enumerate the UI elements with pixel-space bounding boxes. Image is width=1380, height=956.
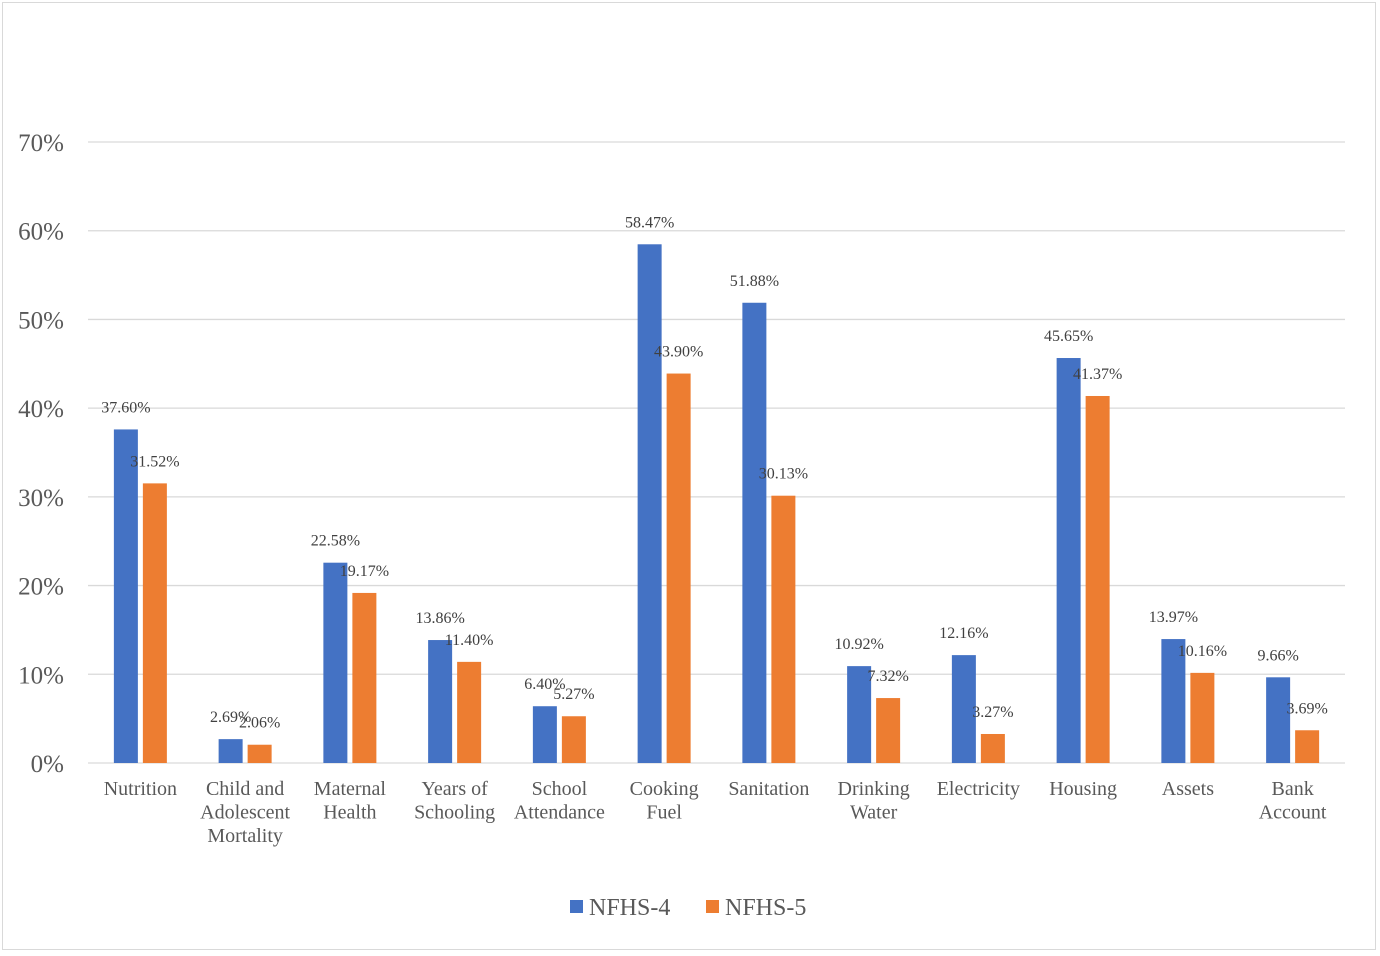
bar-nfhs-5 <box>666 373 691 763</box>
bar-nfhs-4 <box>847 666 872 763</box>
data-label: 31.52% <box>130 453 179 470</box>
x-category-label: Bank Account <box>1259 778 1327 824</box>
x-category-label: Child and Adolescent Mortality <box>200 778 290 847</box>
data-label: 7.32% <box>867 668 908 685</box>
data-label: 37.60% <box>101 399 150 416</box>
bar-nfhs-4 <box>951 655 976 763</box>
data-labels: 37.60% 2.69% 22.58% 13.86% 6.40% 58.47% 51.88%… <box>101 214 1328 731</box>
x-category-label: Sanitation <box>728 778 809 800</box>
x-category-label: Maternal Health <box>314 778 387 824</box>
data-label: 58.47% <box>625 214 674 231</box>
y-tick-label: 20% <box>18 574 64 601</box>
data-label: 10.16% <box>1178 643 1227 660</box>
y-tick-label: 50% <box>18 307 64 334</box>
legend-label: NFHS-4 <box>589 895 670 921</box>
x-category-label: Drinking Water <box>838 778 910 824</box>
data-label: 22.58% <box>311 533 360 550</box>
data-label: 10.92% <box>834 636 883 653</box>
x-axis-category-labels: Nutrition Child and Adolescent Mortality Mat… <box>104 778 1327 847</box>
bar-nfhs-5 <box>247 744 272 763</box>
y-tick-label: 10% <box>18 662 64 689</box>
bar-nfhs-4 <box>532 706 557 763</box>
bar-nfhs-5 <box>876 698 901 763</box>
bar-nfhs-4 <box>1161 639 1186 763</box>
bar-nfhs-5 <box>142 483 167 763</box>
bars <box>113 244 1320 763</box>
bar-nfhs-5 <box>1295 730 1320 763</box>
legend-swatch <box>570 900 583 913</box>
gridlines <box>88 141 1345 764</box>
x-category-label: Electricity <box>937 778 1020 800</box>
data-label: 45.65% <box>1044 328 1093 345</box>
data-label: 3.69% <box>1286 700 1327 717</box>
data-label: 12.16% <box>939 625 988 642</box>
data-label: 41.37% <box>1073 366 1122 383</box>
x-category-label: Years of Schooling <box>414 778 495 824</box>
bar-nfhs-5 <box>980 733 1005 763</box>
bar-nfhs-5 <box>771 495 796 763</box>
data-label: 19.17% <box>340 563 389 580</box>
y-axis-tick-labels: 0% 10% 20% 30% 40% 50% 60% 70% <box>18 130 64 778</box>
bar-nfhs-4 <box>1056 358 1081 763</box>
y-tick-label: 0% <box>31 751 64 778</box>
bar-nfhs-4 <box>218 739 243 763</box>
x-category-label: School Attendance <box>514 778 605 824</box>
bar-nfhs-4 <box>1266 677 1291 763</box>
y-tick-label: 40% <box>18 396 64 423</box>
y-tick-label: 70% <box>18 130 64 157</box>
bar-nfhs-5 <box>1085 395 1110 763</box>
bar-nfhs-4 <box>323 562 348 763</box>
data-label: 5.27% <box>553 686 594 703</box>
legend-item-nfhs-4: NFHS-4 <box>570 895 670 921</box>
bar-nfhs-4 <box>113 429 138 763</box>
bar-nfhs-5 <box>352 592 377 763</box>
bar-nfhs-4 <box>428 640 453 763</box>
data-label: 43.90% <box>654 344 703 361</box>
bar-nfhs-5 <box>457 661 482 763</box>
data-label: 11.40% <box>445 632 494 649</box>
bar-nfhs-4 <box>742 302 767 763</box>
x-category-label: Cooking Fuel <box>630 778 699 824</box>
data-label: 30.13% <box>759 466 808 483</box>
data-label: 6.40% <box>524 676 565 693</box>
data-label: 13.86% <box>415 610 464 627</box>
legend-label: NFHS-5 <box>725 895 806 921</box>
legend-swatch <box>706 900 719 913</box>
x-category-label: Assets <box>1162 778 1214 800</box>
bar-nfhs-5 <box>561 716 586 763</box>
data-label: 3.27% <box>972 704 1013 721</box>
data-label: 51.88% <box>730 273 779 290</box>
y-tick-label: 30% <box>18 485 64 512</box>
y-tick-label: 60% <box>18 219 64 246</box>
data-label: 2.69% <box>210 709 251 726</box>
x-category-label: Housing <box>1049 778 1117 800</box>
x-category-label: Nutrition <box>104 778 177 800</box>
legend: NFHS-4 NFHS-5 <box>570 895 806 921</box>
data-label: 13.97% <box>1149 609 1198 626</box>
data-label: 9.66% <box>1257 647 1298 664</box>
data-label: 2.06% <box>239 715 280 732</box>
bar-nfhs-5 <box>1190 672 1215 763</box>
bar-nfhs-4 <box>637 244 662 763</box>
legend-item-nfhs-5: NFHS-5 <box>706 895 806 921</box>
